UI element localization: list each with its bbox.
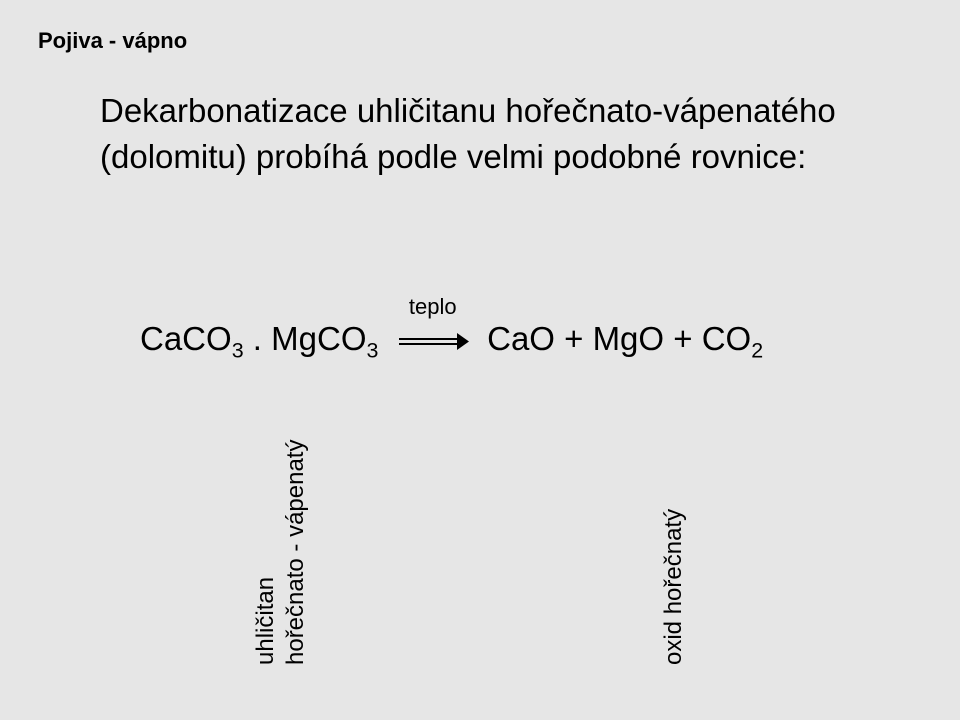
chemical-equation: CaCO3 . MgCO3 teplo CaO + MgO + CO2 xyxy=(140,320,763,358)
vlabel-product-line1: oxid hořečnatý xyxy=(660,509,688,665)
reactant-caco3: CaCO3 xyxy=(140,320,244,358)
dot-separator: . xyxy=(253,320,262,358)
eq-text: CaCO xyxy=(140,320,232,357)
body-paragraph: Dekarbonatizace uhličitanu hořečnato-váp… xyxy=(100,88,880,180)
eq-sub: 3 xyxy=(232,339,244,363)
eq-sub: 2 xyxy=(751,339,763,363)
reaction-arrow-icon xyxy=(397,331,469,351)
slide: Pojiva - vápno Dekarbonatizace uhličitan… xyxy=(0,0,960,720)
eq-text: CaO + MgO + CO xyxy=(487,320,751,357)
vlabel-reactant-line2: hořečnato - vápenatý xyxy=(282,440,310,665)
vlabel-reactant-line1: uhličitan xyxy=(252,577,280,665)
reaction-arrow-wrap: teplo xyxy=(397,320,469,358)
slide-header: Pojiva - vápno xyxy=(38,28,187,54)
products: CaO + MgO + CO2 xyxy=(487,320,763,358)
eq-sub: 3 xyxy=(366,339,378,363)
reactant-mgco3: MgCO3 xyxy=(271,320,378,358)
arrow-label-teplo: teplo xyxy=(409,294,457,320)
eq-text: MgCO xyxy=(271,320,366,357)
